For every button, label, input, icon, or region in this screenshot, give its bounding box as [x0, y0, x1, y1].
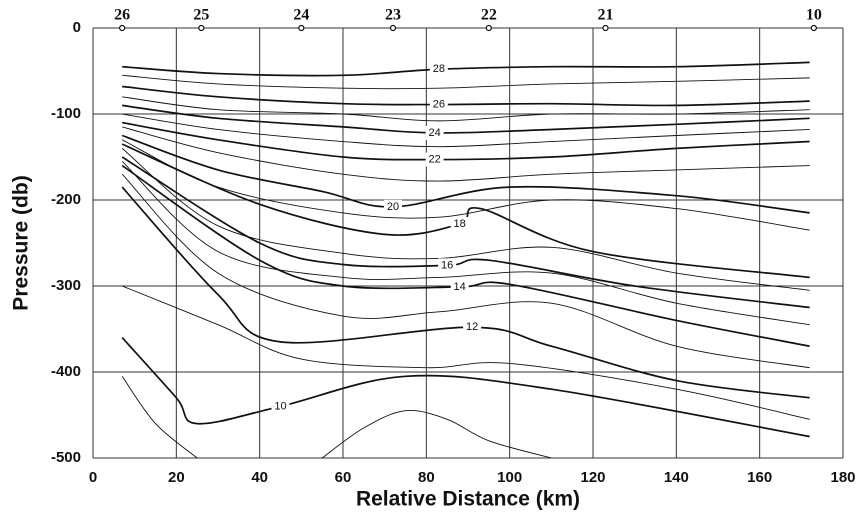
contour-line [122, 113, 810, 148]
contour-label-bg [450, 217, 469, 232]
contour-label-bg [463, 320, 482, 335]
y-tick-label: 0 [73, 19, 81, 36]
contour-line [121, 285, 810, 420]
contour-label-bg [271, 399, 290, 414]
x-tick-label: 0 [89, 469, 97, 486]
station-marker [198, 24, 205, 32]
contour-line [121, 139, 810, 231]
contour-label-bg [450, 279, 469, 294]
contour-line [321, 410, 552, 459]
contour-label: 28 [433, 63, 445, 75]
contour-line [121, 376, 198, 459]
y-axis-title: Pressure (db) [10, 175, 33, 310]
station-marker [810, 24, 817, 32]
contour-line [122, 85, 810, 107]
y-tick-label: -400 [51, 363, 81, 380]
x-tick-label: 180 [830, 469, 855, 486]
contour-label-bg [438, 258, 457, 273]
x-tick-label: 100 [497, 469, 522, 486]
x-tick-label: 40 [251, 469, 268, 486]
x-tick-label: 80 [418, 469, 435, 486]
x-tick-label: 20 [168, 469, 185, 486]
contour-label: 16 [441, 259, 453, 271]
station-marker [485, 24, 492, 32]
contour-line [121, 134, 810, 214]
contour-line [122, 74, 810, 90]
y-tick-label: -200 [51, 191, 81, 208]
contour-label-bg [429, 62, 448, 77]
contours [121, 61, 810, 459]
contour-line [122, 104, 810, 134]
station-marker [389, 24, 397, 32]
contour-line [122, 61, 810, 77]
y-tick-label: -100 [51, 105, 81, 122]
contour-label: 22 [429, 153, 441, 165]
y-tick-label: -300 [51, 277, 81, 294]
y-tick-label: -500 [51, 449, 81, 466]
contour-label-bg [425, 125, 444, 140]
contour-label: 12 [466, 321, 478, 333]
station-marker [298, 24, 305, 32]
x-axis-title: Relative Distance (km) [356, 488, 580, 511]
station-label: 23 [385, 7, 401, 24]
grid: 0 20 40 60 80 100 120 140 160 180 0 -100 -200 -300 -40… [51, 19, 856, 486]
contour-label: 18 [454, 218, 466, 230]
contour-line [122, 96, 810, 122]
x-tick-label: 140 [664, 469, 689, 486]
contour-line [122, 126, 810, 182]
contour-line [121, 143, 810, 279]
x-tick-label: 120 [580, 469, 605, 486]
station-marker [602, 24, 609, 32]
station-marker [119, 24, 126, 32]
contour-label-bg [425, 152, 444, 167]
contour-label: 20 [387, 201, 399, 213]
contour-label: 24 [429, 127, 441, 139]
station-label: 25 [193, 7, 209, 24]
station-label: 24 [293, 7, 309, 24]
contour-line [121, 337, 810, 438]
contour-line [121, 160, 810, 326]
contour-label: 14 [454, 281, 466, 293]
contour-label: 10 [274, 400, 286, 412]
x-tick-label: 160 [747, 469, 772, 486]
station-label: 22 [481, 7, 497, 24]
x-tick-label: 60 [335, 469, 352, 486]
contour-label-bg [429, 97, 448, 112]
contour-label-bg [384, 199, 402, 214]
station-label: 10 [806, 7, 822, 24]
contour-label: 26 [433, 98, 445, 110]
station-label: 26 [114, 7, 130, 24]
station-label: 21 [598, 7, 614, 24]
contour-line [121, 173, 810, 369]
